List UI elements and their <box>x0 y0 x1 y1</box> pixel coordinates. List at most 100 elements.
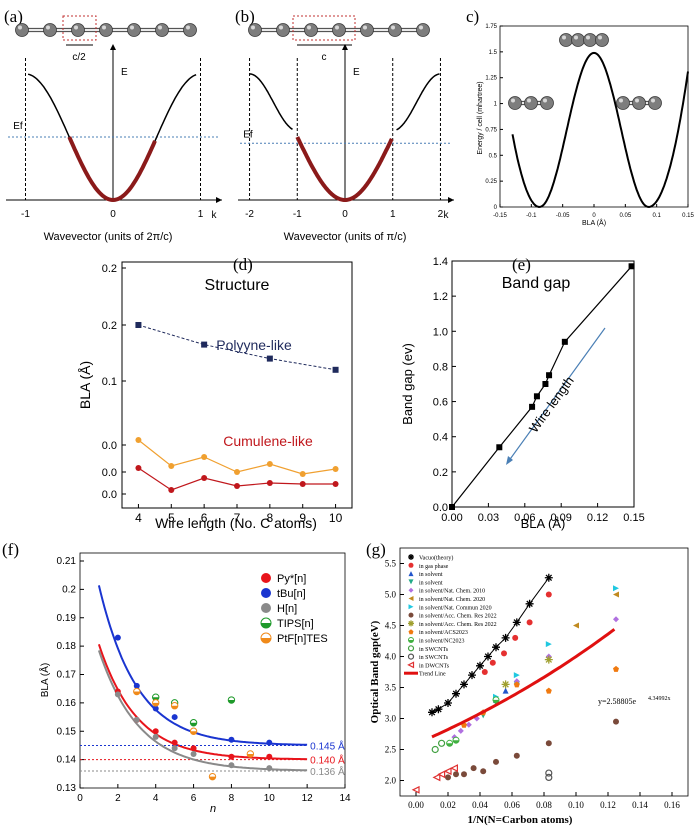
bandgap-point <box>529 403 536 410</box>
atom-chain-c-top <box>559 33 609 47</box>
atom-highlight <box>574 35 578 40</box>
legend-label: PtF[n]TES <box>277 633 328 645</box>
data-point <box>481 669 488 675</box>
wire-length-arrow <box>507 327 606 463</box>
carbon-atom <box>648 96 662 110</box>
y-tick-label: 3.5 <box>385 683 397 693</box>
legend-label: H[n] <box>277 603 297 615</box>
carbon-atom <box>508 96 522 110</box>
orange-point <box>266 461 273 467</box>
y-tick-label: 0.4 <box>433 432 448 444</box>
y-tick-label: 1.5 <box>489 50 498 56</box>
data-point <box>545 740 552 747</box>
x-tick-label: 0.06 <box>504 800 520 810</box>
carbon-atom <box>388 23 402 37</box>
atom-highlight <box>651 98 655 103</box>
y-tick-label: 0.18 <box>57 641 77 652</box>
data-point <box>408 579 414 585</box>
data-point <box>613 665 619 672</box>
filled-states <box>67 136 157 203</box>
legend-marker <box>261 573 271 583</box>
x-tick-label: 0.14 <box>632 800 648 810</box>
data-point <box>476 661 484 670</box>
carbon-atom <box>524 96 538 110</box>
atom-chain-a <box>15 23 197 37</box>
carbon-atom <box>276 23 290 37</box>
data-point-half <box>453 740 459 744</box>
y-tick-label: 0.2 <box>102 320 117 332</box>
data-point <box>493 758 499 765</box>
red-point <box>266 480 273 486</box>
data-point <box>501 650 507 657</box>
data-point <box>431 745 439 754</box>
bandgap-point <box>561 338 568 345</box>
carbon-atom <box>248 23 262 37</box>
data-point-half <box>228 700 235 704</box>
data-point <box>501 633 510 642</box>
x-tick-label: 4 <box>135 511 142 525</box>
x-tick-label: 0.15 <box>682 213 694 219</box>
bracket-label: c/2 <box>72 52 86 63</box>
y-tick-label: 0.75 <box>485 127 497 133</box>
x-tick-label: 0 <box>110 209 116 220</box>
asymptote-label: 0.136 Å <box>310 765 345 778</box>
legend-label: in SWCNTs <box>419 655 449 661</box>
carbon-atom <box>71 23 85 37</box>
unit-cell-box <box>292 15 356 41</box>
k-axis-arrow <box>448 197 454 203</box>
data-point <box>501 680 510 689</box>
legend-label: in solvent <box>419 580 443 586</box>
bandgap-point <box>496 444 503 451</box>
atom-highlight <box>102 25 106 30</box>
data-point <box>171 745 178 752</box>
legend-label: tBu[n] <box>277 588 306 600</box>
x-axis-label: BLA (Å) <box>521 516 566 531</box>
data-point <box>133 716 140 723</box>
bandgap-point <box>542 381 549 387</box>
data-point <box>613 585 619 592</box>
bandgap-point <box>546 372 553 379</box>
x-tick-label: 10 <box>264 793 276 804</box>
data-point <box>544 573 553 582</box>
x-axis-label: 1/N(N=Carbon atoms) <box>468 814 573 826</box>
x-tick-label: 6 <box>201 511 208 525</box>
data-point <box>407 645 415 652</box>
data-point <box>545 773 553 782</box>
panel-label: (a) <box>4 7 23 26</box>
data-point-half <box>133 691 140 695</box>
atom-highlight <box>307 25 311 30</box>
data-point <box>470 765 477 772</box>
polyyne-annotation: Polyyne-like <box>216 337 292 353</box>
data-point <box>502 687 509 694</box>
data-point <box>444 699 452 707</box>
x-axis-label: Wavevector (units of π/c) <box>284 231 407 243</box>
y-axis-label: Optical Band gap(eV) <box>369 620 381 723</box>
data-point-half <box>152 702 159 707</box>
atom-highlight <box>186 25 190 30</box>
panel-label: (b) <box>235 7 255 26</box>
carbon-atom <box>127 23 141 37</box>
carbon-atom <box>571 33 585 47</box>
y-tick-label: 0.0 <box>102 489 117 501</box>
legend-label: in solvent/Nat. Chem. 2020 <box>419 597 485 603</box>
trend-line <box>431 628 616 739</box>
x-tick-label: 10 <box>329 511 343 525</box>
data-point <box>525 599 534 608</box>
y-tick-label: 0.8 <box>433 361 448 373</box>
carbon-atom <box>43 23 57 37</box>
data-point <box>266 765 273 772</box>
x-tick-label: -2 <box>245 209 254 220</box>
x-tick-label: 0.04 <box>472 800 488 810</box>
data-point-half <box>446 743 453 747</box>
legend-label: in solvent/ACS2023 <box>419 630 468 636</box>
y-tick-label: 5.0 <box>385 590 397 600</box>
data-point-half <box>190 722 197 726</box>
data-point <box>152 705 159 712</box>
x-axis-label: BLA (Å) <box>582 218 606 227</box>
red-point <box>332 481 339 487</box>
atom-chain-c-right <box>616 96 662 110</box>
equation-label: y=2.58805e <box>598 697 637 706</box>
data-point <box>266 739 273 746</box>
legend-marker <box>261 588 271 598</box>
